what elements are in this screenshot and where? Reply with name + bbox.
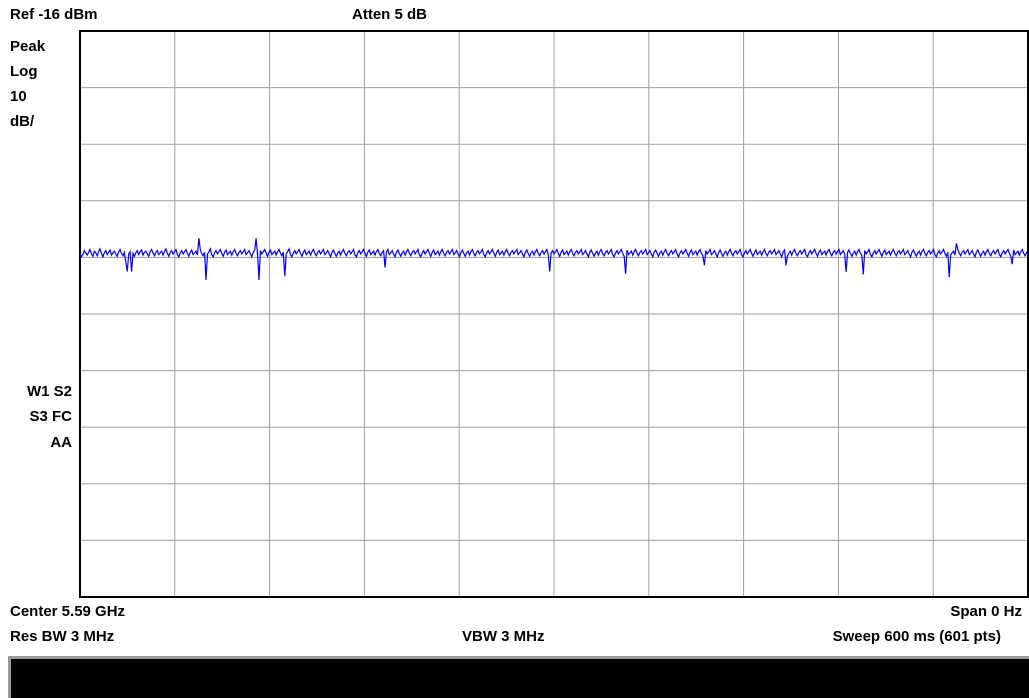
- graticule: [80, 31, 1028, 597]
- ref-level-label: Ref -16 dBm: [10, 6, 98, 23]
- trace-line: [79, 238, 1029, 281]
- scale-value-label: 10: [10, 88, 27, 105]
- detector-label: Peak: [10, 38, 46, 55]
- vbw-label: VBW 3 MHz: [462, 628, 545, 645]
- trace-status-line-2: S3 FC: [29, 408, 72, 425]
- span-label: Span 0 Hz: [950, 603, 1022, 620]
- status-bar: [8, 656, 1029, 698]
- center-frequency-label: Center 5.59 GHz: [10, 603, 126, 620]
- scale-type-label: Log: [10, 63, 38, 80]
- attenuation-label: Atten 5 dB: [352, 6, 427, 23]
- trace-status-line-3: AA: [50, 434, 72, 451]
- sweep-label: Sweep 600 ms (601 pts): [832, 628, 1001, 645]
- scale-unit-label: dB/: [10, 113, 35, 130]
- trace-status-line-1: W1 S2: [26, 383, 72, 400]
- res-bw-label: Res BW 3 MHz: [10, 628, 115, 645]
- plot-frame: [79, 30, 1029, 598]
